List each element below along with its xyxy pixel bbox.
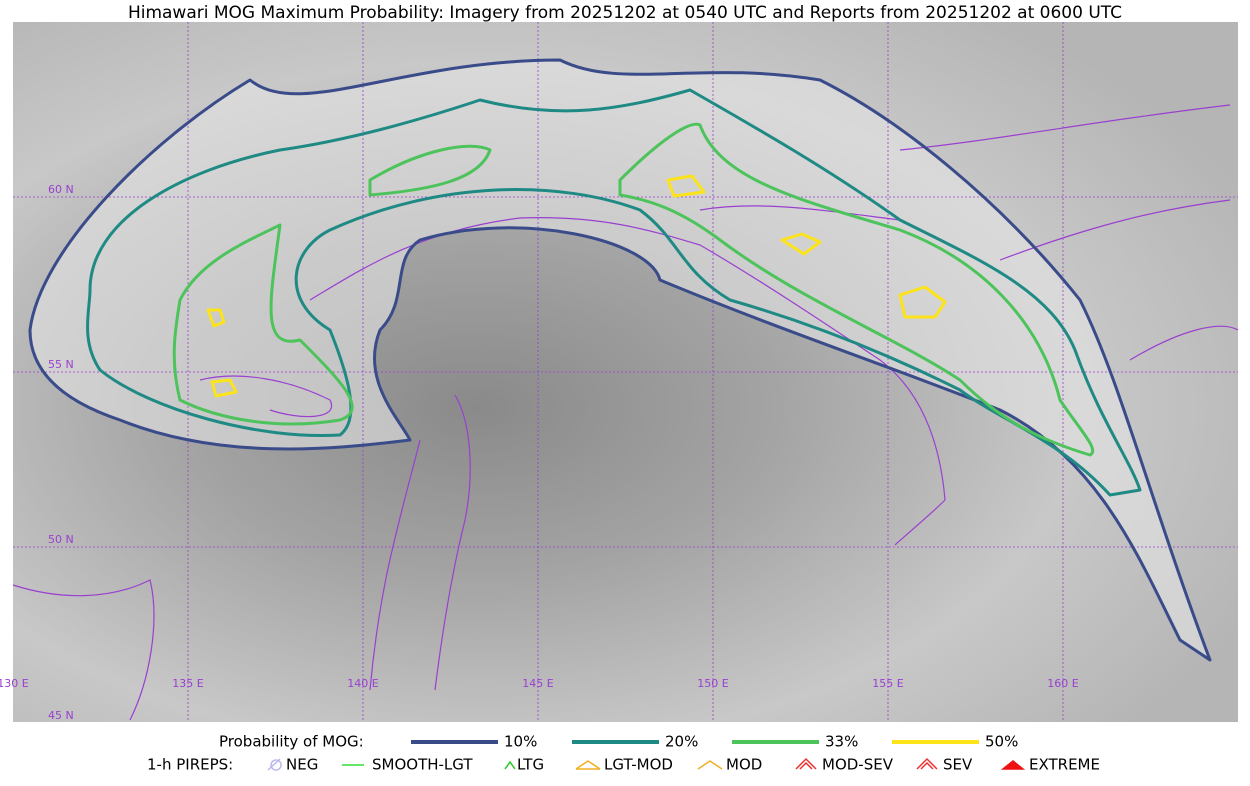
legend-label: LTG (517, 756, 544, 774)
coastlines (12, 104, 1239, 721)
legend-label: 20% (665, 733, 698, 751)
pirep-icon (267, 758, 282, 771)
lon-label: 160 E (1047, 677, 1078, 690)
lon-label: 150 E (697, 677, 728, 690)
lat-label: 55 N (48, 358, 74, 371)
legend-label: 50% (985, 733, 1018, 751)
cloud-band (30, 60, 1210, 660)
lat-label: 60 N (48, 183, 74, 196)
legend-label: EXTREME (1029, 756, 1100, 774)
pirep-icon (1000, 760, 1026, 770)
legend-label: SMOOTH-LGT (372, 756, 473, 774)
lon-label: 140 E (347, 677, 378, 690)
pirep-icon (575, 760, 601, 770)
title: Himawari MOG Maximum Probability: Imager… (128, 3, 1122, 23)
legend-title: 1-h PIREPS: (147, 756, 233, 774)
legend-label: MOD-SEV (822, 756, 894, 774)
axis-labels: 60 N 55 N 50 N 45 N 130 E 135 E 140 E 14… (0, 183, 1079, 722)
lon-label: 135 E (172, 677, 203, 690)
contours (28, 58, 1212, 662)
pirep-icon (795, 757, 817, 770)
lat-label: 45 N (48, 709, 74, 722)
lon-label: 155 E (872, 677, 903, 690)
legend-label: LGT-MOD (604, 756, 673, 774)
pirep-icon (504, 760, 516, 770)
pirep-icon (697, 760, 723, 770)
legend-label: NEG (286, 756, 318, 774)
legend-label: SEV (943, 756, 973, 774)
grid-lines (13, 22, 1238, 722)
legend-label: MOD (726, 756, 762, 774)
lon-label: 130 E (0, 677, 29, 690)
lon-label: 145 E (522, 677, 553, 690)
legend-label: 33% (825, 733, 858, 751)
lat-label: 50 N (48, 533, 74, 546)
legend-label: 10% (504, 733, 537, 751)
legend-title: Probability of MOG: (219, 733, 364, 751)
pirep-icon (916, 757, 938, 770)
